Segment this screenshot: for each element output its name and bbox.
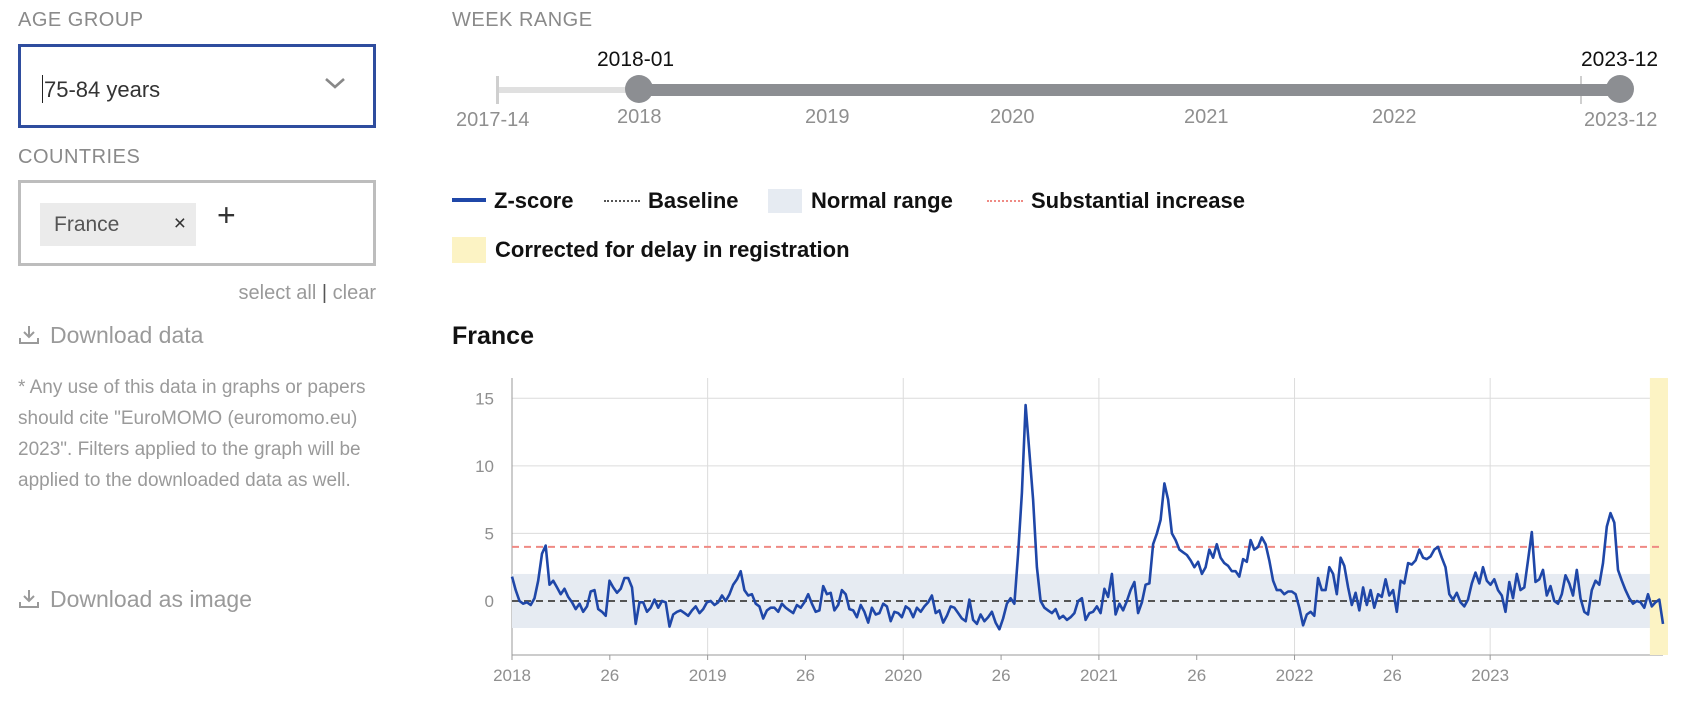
y-tick-label: 15 [475, 389, 494, 408]
x-tick-label: 2021 [1080, 666, 1118, 685]
legend-substantial-increase: Substantial increase [987, 188, 1245, 214]
download-icon [19, 326, 39, 344]
x-tick-label: 2019 [689, 666, 727, 685]
x-tick-label: 2018 [493, 666, 531, 685]
legend-zscore-label: Z-score [494, 188, 574, 213]
legend-corrected: Corrected for delay in registration [452, 237, 850, 263]
citation-note: * Any use of this data in graphs or pape… [18, 377, 366, 491]
x-tick-label: 26 [796, 666, 815, 685]
corrected-delay-band [1649, 378, 1668, 655]
download-image-label: Download as image [50, 586, 253, 612]
x-tick-label: 26 [1383, 666, 1402, 685]
remove-country-icon[interactable]: × [173, 212, 186, 235]
age-group-label: AGE GROUP [18, 9, 144, 31]
legend-corrected-swatch [452, 237, 486, 263]
legend-substantial-label: Substantial increase [1031, 188, 1245, 213]
download-data-button[interactable]: Download data [18, 322, 203, 349]
legend-corrected-label: Corrected for delay in registration [495, 237, 850, 262]
slider-min-label: 2017-14 [456, 109, 530, 131]
age-group-value: 75-84 years [44, 77, 161, 102]
legend-normal-range: Normal range [768, 188, 953, 214]
x-tick-label: 2020 [884, 666, 922, 685]
y-tick-label: 10 [475, 457, 494, 476]
slider-year-tick: 2019 [805, 106, 850, 128]
y-tick-label: 0 [485, 592, 494, 611]
country-chip: France × [40, 203, 196, 246]
slider-year-tick: 2020 [990, 106, 1035, 128]
legend-baseline-swatch [604, 200, 640, 202]
x-tick-label: 2022 [1276, 666, 1314, 685]
slider-start-value: 2018-01 [597, 48, 675, 71]
country-chip-label: France [54, 213, 120, 236]
x-tick-label: 2023 [1471, 666, 1509, 685]
legend-zscore-swatch [452, 198, 486, 202]
legend-normal-range-swatch [768, 189, 802, 213]
age-group-select[interactable]: 75-84 years [18, 44, 376, 128]
legend-substantial-swatch [987, 200, 1023, 202]
countries-label: COUNTRIES [18, 146, 141, 168]
slider-max-label: 2023-12 [1584, 109, 1658, 131]
text-cursor [42, 75, 43, 103]
add-country-icon[interactable]: + [217, 197, 236, 233]
select-all-link[interactable]: select all [238, 282, 317, 304]
download-image-button[interactable]: Download as image [18, 586, 252, 613]
clear-link[interactable]: clear [332, 282, 376, 304]
selection-links: select all | clear [239, 282, 377, 305]
week-range-label: WEEK RANGE [452, 9, 593, 31]
legend-zscore: Z-score [452, 188, 573, 214]
countries-select[interactable]: France × + [18, 180, 376, 266]
download-icon [19, 590, 39, 608]
legend-normal-range-label: Normal range [811, 188, 953, 213]
x-tick-label: 26 [992, 666, 1011, 685]
slider-start-handle[interactable] [625, 75, 653, 103]
slider-year-tick: 2018 [617, 106, 662, 128]
x-tick-label: 26 [600, 666, 619, 685]
x-tick-label: 26 [1187, 666, 1206, 685]
download-data-label: Download data [50, 322, 204, 348]
y-tick-label: 5 [485, 524, 494, 543]
chevron-down-icon[interactable] [323, 71, 347, 100]
chart-labels: 15 10 5 0 2018 26 2019 26 2020 26 2021 26 2022 26 2023 [475, 389, 1509, 685]
chart-title: France [452, 322, 534, 350]
slider-track-start-tick [496, 76, 499, 104]
slider-year-tick: 2021 [1184, 106, 1229, 128]
legend-baseline-label: Baseline [648, 188, 739, 213]
slider-selected-range [638, 84, 1621, 96]
slider-end-handle[interactable] [1606, 75, 1634, 103]
legend-baseline: Baseline [604, 188, 739, 214]
chart-lines [510, 403, 1665, 631]
zscore-series-line [510, 403, 1665, 631]
slider-year-tick: 2022 [1372, 106, 1417, 128]
slider-end-value: 2023-12 [1581, 48, 1659, 71]
link-separator: | [321, 282, 328, 304]
